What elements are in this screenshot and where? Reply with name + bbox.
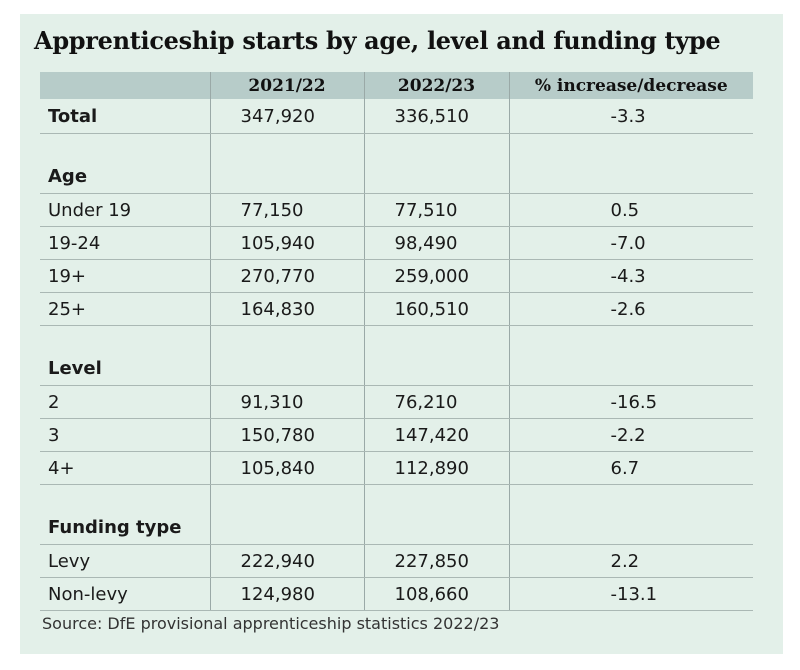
section-heading: Funding type xyxy=(40,484,210,545)
row-label: 2 xyxy=(40,385,210,419)
header-label xyxy=(40,72,210,99)
cell-2021-22: 150,780 xyxy=(209,418,364,452)
cell-pct-change: -2.6 xyxy=(508,292,753,326)
table-row: Non-levy 124,980 108,660 -13.1 xyxy=(40,577,753,611)
cell-pct-change: 6.7 xyxy=(508,451,753,485)
cell-2021-22: 77,150 xyxy=(209,193,364,227)
cell-2022-23: 112,890 xyxy=(363,451,509,485)
table-row: 3 150,780 147,420 -2.2 xyxy=(40,418,753,452)
header-2021-22: 2021/22 xyxy=(209,72,364,99)
section-heading: Level xyxy=(40,325,210,386)
header-pct-change: % increase/decrease xyxy=(508,72,753,99)
section-heading: Age xyxy=(40,133,210,194)
table-row: Under 19 77,150 77,510 0.5 xyxy=(40,193,753,227)
row-label: Under 19 xyxy=(40,193,210,227)
cell-pct-change: -2.2 xyxy=(508,418,753,452)
page-title: Apprenticeship starts by age, level and … xyxy=(34,26,721,55)
cell-2021-22: 270,770 xyxy=(209,259,364,293)
cell-pct-change: -4.3 xyxy=(508,259,753,293)
row-label: 4+ xyxy=(40,451,210,485)
row-label: 19-24 xyxy=(40,226,210,260)
table-row: Levy 222,940 227,850 2.2 xyxy=(40,544,753,578)
cell-2021-22: 124,980 xyxy=(209,577,364,611)
section-heading-row: Age xyxy=(40,133,753,194)
table-header-row: 2021/22 2022/23 % increase/decrease xyxy=(40,72,753,99)
cell-pct-change: -16.5 xyxy=(508,385,753,419)
table-row: 25+ 164,830 160,510 -2.6 xyxy=(40,292,753,326)
row-label: 19+ xyxy=(40,259,210,293)
table-row: 19-24 105,940 98,490 -7.0 xyxy=(40,226,753,260)
cell-pct-change: -3.3 xyxy=(508,99,753,134)
row-label: 25+ xyxy=(40,292,210,326)
row-label: Total xyxy=(40,99,210,134)
cell-2021-22: 164,830 xyxy=(209,292,364,326)
cell-2022-23: 259,000 xyxy=(363,259,509,293)
cell-2022-23: 147,420 xyxy=(363,418,509,452)
section-heading-row: Funding type xyxy=(40,484,753,545)
cell-pct-change: -13.1 xyxy=(508,577,753,611)
cell-2021-22: 91,310 xyxy=(209,385,364,419)
cell-2022-23: 76,210 xyxy=(363,385,509,419)
row-label: 3 xyxy=(40,418,210,452)
cell-2022-23: 160,510 xyxy=(363,292,509,326)
row-label: Levy xyxy=(40,544,210,578)
cell-2021-22: 105,940 xyxy=(209,226,364,260)
cell-2022-23: 108,660 xyxy=(363,577,509,611)
table-panel: Apprenticeship starts by age, level and … xyxy=(20,14,783,654)
cell-2022-23: 77,510 xyxy=(363,193,509,227)
cell-pct-change: 0.5 xyxy=(508,193,753,227)
table-row: 4+ 105,840 112,890 6.7 xyxy=(40,451,753,485)
section-heading-row: Level xyxy=(40,325,753,386)
cell-pct-change: 2.2 xyxy=(508,544,753,578)
table-row: 19+ 270,770 259,000 -4.3 xyxy=(40,259,753,293)
cell-2022-23: 336,510 xyxy=(363,99,509,134)
cell-2022-23: 98,490 xyxy=(363,226,509,260)
cell-2021-22: 222,940 xyxy=(209,544,364,578)
cell-2021-22: 105,840 xyxy=(209,451,364,485)
cell-2022-23: 227,850 xyxy=(363,544,509,578)
cell-2021-22: 347,920 xyxy=(209,99,364,134)
table-row: 2 91,310 76,210 -16.5 xyxy=(40,385,753,419)
source-note: Source: DfE provisional apprenticeship s… xyxy=(42,614,500,633)
cell-pct-change: -7.0 xyxy=(508,226,753,260)
row-label: Non-levy xyxy=(40,577,210,611)
apprenticeship-table: 2021/22 2022/23 % increase/decrease Tota… xyxy=(40,72,753,611)
table-row-total: Total 347,920 336,510 -3.3 xyxy=(40,99,753,134)
header-2022-23: 2022/23 xyxy=(363,72,509,99)
